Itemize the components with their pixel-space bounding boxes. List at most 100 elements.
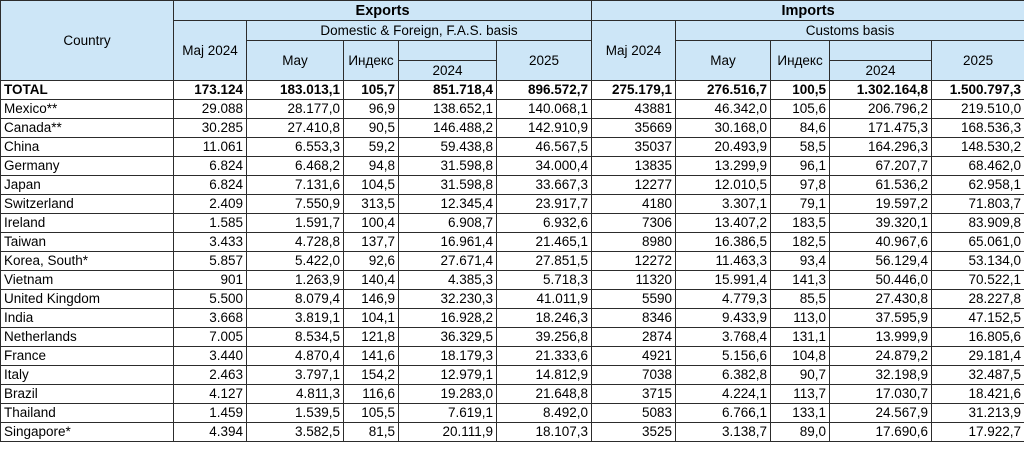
value-cell-im-2024: 50.446,0 <box>829 270 933 290</box>
table-row: Germany 6.824 6.468,2 94,8 31.598,8 34.000,4 1… <box>0 156 1024 176</box>
table-row: Mexico** 29.088 28.177,0 96,9 138.652,1 140.0… <box>0 99 1024 119</box>
value-cell-ex-2024: 146.488,2 <box>398 118 497 138</box>
value-cell-im-2025: 47.152,5 <box>931 308 1024 328</box>
value-cell-im-2025: 168.536,3 <box>931 118 1024 138</box>
value-cell-im-2025: 219.510,0 <box>931 99 1024 119</box>
value-cell-im-index: 84,6 <box>770 118 831 138</box>
table-body: TOTAL 173.124 183.013,1 105,7 851.718,4 896.5… <box>0 80 1024 442</box>
value-cell-im-2024: 56.129,4 <box>829 251 933 271</box>
value-cell-im-index: 85,5 <box>770 289 831 309</box>
value-cell-ex-2025: 23.917,7 <box>495 194 593 214</box>
value-cell-im-maj2024: 12277 <box>591 175 677 195</box>
value-cell-ex-index: 154,2 <box>343 365 399 385</box>
value-cell-im-2024: 1.302.164,8 <box>829 80 933 100</box>
exports-header: Exports <box>172 0 593 21</box>
value-cell-im-2025: 29.181,4 <box>931 346 1024 366</box>
value-cell-ex-index: 141,6 <box>343 346 399 366</box>
value-cell-ex-maj2024: 5.500 <box>173 289 247 309</box>
value-cell-ex-may: 5.422,0 <box>246 251 344 271</box>
value-cell-ex-maj2024: 29.088 <box>173 99 247 119</box>
value-cell-im-may: 30.168,0 <box>675 118 772 138</box>
value-cell-ex-maj2024: 3.433 <box>173 232 247 252</box>
exports-may-header: May <box>246 40 344 81</box>
value-cell-im-may: 6.382,8 <box>675 365 772 385</box>
value-cell-im-maj2024: 3715 <box>591 384 677 404</box>
value-cell-im-2025: 70.522,1 <box>931 270 1024 290</box>
value-cell-im-2024: 32.198,9 <box>829 365 933 385</box>
value-cell-ex-2025: 41.011,9 <box>495 289 593 309</box>
value-cell-ex-2025: 140.068,1 <box>495 99 593 119</box>
value-cell-ex-2024: 31.598,8 <box>398 156 497 176</box>
value-cell-im-2025: 32.487,5 <box>931 365 1024 385</box>
table-row: Switzerland 2.409 7.550,9 313,5 12.345,4 23.9… <box>0 194 1024 214</box>
country-cell: Singapore* <box>0 422 174 442</box>
value-cell-ex-maj2024: 2.463 <box>173 365 247 385</box>
value-cell-im-may: 3.768,4 <box>675 327 772 347</box>
value-cell-im-may: 13.407,2 <box>675 213 772 233</box>
value-cell-ex-maj2024: 11.061 <box>173 137 247 157</box>
value-cell-im-may: 46.342,0 <box>675 99 772 119</box>
value-cell-im-2024: 37.595,9 <box>829 308 933 328</box>
table-row: Thailand 1.459 1.539,5 105,5 7.619,1 8.492,0 5… <box>0 403 1024 423</box>
table-row: India 3.668 3.819,1 104,1 16.928,2 18.246,3 83… <box>0 308 1024 328</box>
value-cell-ex-index: 116,6 <box>343 384 399 404</box>
value-cell-im-index: 58,5 <box>770 137 831 157</box>
value-cell-im-may: 276.516,7 <box>675 80 772 100</box>
value-cell-im-may: 4.224,1 <box>675 384 772 404</box>
country-cell: Korea, South* <box>0 251 174 271</box>
value-cell-im-2025: 65.061,0 <box>931 232 1024 252</box>
value-cell-im-maj2024: 43881 <box>591 99 677 119</box>
value-cell-ex-2025: 896.572,7 <box>495 80 593 100</box>
value-cell-ex-maj2024: 7.005 <box>173 327 247 347</box>
country-cell: Italy <box>0 365 174 385</box>
value-cell-im-may: 3.138,7 <box>675 422 772 442</box>
value-cell-im-may: 15.991,4 <box>675 270 772 290</box>
country-cell: Japan <box>0 175 174 195</box>
value-cell-ex-2024: 6.908,7 <box>398 213 497 233</box>
value-cell-ex-2024: 12.345,4 <box>398 194 497 214</box>
value-cell-im-maj2024: 35037 <box>591 137 677 157</box>
table-row: Japan 6.824 7.131,6 104,5 31.598,8 33.667,3 12… <box>0 175 1024 195</box>
exports-2025-header: 2025 <box>495 40 593 81</box>
table-row: Canada** 30.285 27.410,8 90,5 146.488,2 142.9… <box>0 118 1024 138</box>
table-row: Ireland 1.585 1.591,7 100,4 6.908,7 6.932,6 73… <box>0 213 1024 233</box>
country-cell: TOTAL <box>0 80 174 100</box>
country-cell: Canada** <box>0 118 174 138</box>
value-cell-ex-2024: 4.385,3 <box>398 270 497 290</box>
table-row: Netherlands 7.005 8.534,5 121,8 36.329,5 39.2… <box>0 327 1024 347</box>
table-row: Taiwan 3.433 4.728,8 137,7 16.961,4 21.465,1 8… <box>0 232 1024 252</box>
value-cell-im-maj2024: 12272 <box>591 251 677 271</box>
value-cell-im-2024: 17.690,6 <box>829 422 933 442</box>
value-cell-ex-may: 4.811,3 <box>246 384 344 404</box>
value-cell-im-maj2024: 7306 <box>591 213 677 233</box>
table-row: Singapore* 4.394 3.582,5 81,5 20.111,9 18.107… <box>0 422 1024 442</box>
value-cell-ex-2025: 14.812,9 <box>495 365 593 385</box>
value-cell-im-2024: 19.597,2 <box>829 194 933 214</box>
imports-maj2024-header: Maj 2024 <box>591 20 677 81</box>
value-cell-im-2024: 206.796,2 <box>829 99 933 119</box>
value-cell-ex-2024: 19.283,0 <box>398 384 497 404</box>
value-cell-ex-2024: 31.598,8 <box>398 175 497 195</box>
value-cell-im-maj2024: 11320 <box>591 270 677 290</box>
value-cell-ex-maj2024: 1.459 <box>173 403 247 423</box>
value-cell-im-maj2024: 13835 <box>591 156 677 176</box>
value-cell-ex-2024: 32.230,3 <box>398 289 497 309</box>
value-cell-im-2024: 164.296,3 <box>829 137 933 157</box>
value-cell-im-may: 13.299,9 <box>675 156 772 176</box>
value-cell-im-may: 5.156,6 <box>675 346 772 366</box>
value-cell-ex-may: 3.819,1 <box>246 308 344 328</box>
value-cell-im-index: 105,6 <box>770 99 831 119</box>
value-cell-im-2025: 18.421,6 <box>931 384 1024 404</box>
table-row: Brazil 4.127 4.811,3 116,6 19.283,0 21.648,8 3… <box>0 384 1024 404</box>
value-cell-ex-index: 90,5 <box>343 118 399 138</box>
country-cell: Vietnam <box>0 270 174 290</box>
value-cell-im-maj2024: 5590 <box>591 289 677 309</box>
value-cell-im-index: 104,8 <box>770 346 831 366</box>
value-cell-ex-maj2024: 6.824 <box>173 175 247 195</box>
value-cell-ex-maj2024: 3.668 <box>173 308 247 328</box>
table-row: United Kingdom 5.500 8.079,4 146,9 32.230,3 4… <box>0 289 1024 309</box>
country-cell: Germany <box>0 156 174 176</box>
value-cell-ex-2025: 142.910,9 <box>495 118 593 138</box>
value-cell-ex-2025: 46.567,5 <box>495 137 593 157</box>
